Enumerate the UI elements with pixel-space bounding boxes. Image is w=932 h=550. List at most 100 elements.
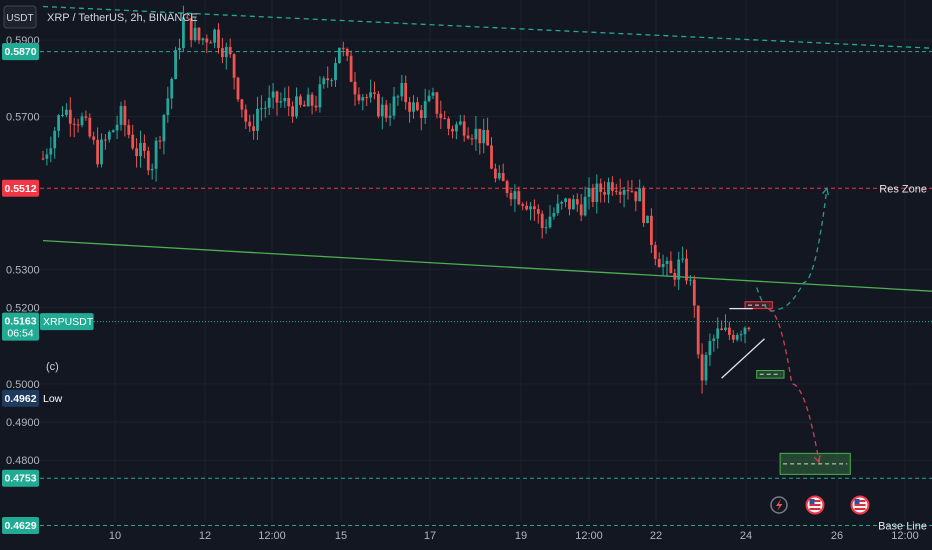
candle-body <box>665 260 669 264</box>
candles <box>41 5 751 394</box>
y-tick-label: 0.5300 <box>6 264 40 276</box>
candle-body <box>536 209 540 214</box>
candle-body <box>517 191 521 205</box>
candle-body <box>708 340 712 355</box>
candle-body <box>521 204 525 206</box>
candle-body <box>451 128 454 132</box>
candle-body <box>696 305 700 355</box>
candle-body <box>400 82 404 97</box>
candle-body <box>735 335 739 340</box>
price-badge: 0.4629 <box>4 520 36 532</box>
price-badge: 0.4962 <box>4 393 36 405</box>
candle-body <box>548 216 552 228</box>
candle-body <box>232 54 236 78</box>
candle-body <box>201 38 205 41</box>
candle-body <box>490 145 493 169</box>
candle-body <box>154 140 158 169</box>
candle-body <box>310 94 314 106</box>
trend-line <box>42 239 932 292</box>
candle-body <box>427 95 431 102</box>
candle-body <box>256 108 259 131</box>
candle-body <box>384 104 388 118</box>
projection-path <box>768 308 820 463</box>
candle-body <box>330 80 333 82</box>
candle-body <box>657 258 661 268</box>
candle-body <box>92 136 96 140</box>
currency-badge-box[interactable] <box>3 5 37 29</box>
candle-body <box>166 98 170 115</box>
candle-body <box>302 104 306 107</box>
us-flag-icon[interactable] <box>805 495 825 515</box>
candle-body <box>193 27 197 41</box>
candle-body <box>724 327 727 330</box>
price-axis[interactable]: 0.59000.57000.53000.52000.50000.49000.48… <box>6 35 40 467</box>
candle-body <box>248 121 252 127</box>
candle-body <box>236 77 240 100</box>
candle-body <box>439 113 443 119</box>
currency-badge[interactable]: USDT <box>6 13 33 24</box>
candle-body <box>49 148 53 155</box>
candle-body <box>380 104 384 117</box>
candle-body <box>209 42 213 44</box>
candle-body <box>505 181 509 193</box>
candle-body <box>252 126 255 131</box>
projection-path <box>756 188 828 312</box>
x-tick-label: 10 <box>109 530 121 542</box>
candle-body <box>404 82 408 103</box>
trend-line <box>42 5 932 49</box>
candle-body <box>65 109 68 115</box>
candle-body <box>743 327 747 335</box>
candle-body <box>365 97 369 99</box>
level-label: Res Zone <box>879 183 927 195</box>
candle-body <box>80 116 84 126</box>
candle-body <box>591 187 595 202</box>
level-label: Base Line <box>878 521 927 533</box>
candle-body <box>182 17 185 49</box>
candle-body <box>197 27 201 41</box>
candle-body <box>392 96 396 116</box>
candle-body <box>314 105 318 108</box>
candle-body <box>41 158 45 160</box>
candle-body <box>423 101 427 119</box>
candle-body <box>353 81 357 95</box>
candle-body <box>618 191 622 195</box>
candle-body <box>139 142 142 157</box>
candle-body <box>127 125 131 135</box>
candle-body <box>84 116 88 118</box>
candle-body <box>240 99 244 110</box>
candle-body <box>560 201 564 204</box>
candle-body <box>369 92 372 98</box>
candle-body <box>564 198 567 202</box>
candle-body <box>419 110 423 119</box>
candle-body <box>357 94 361 101</box>
candle-body <box>306 94 310 107</box>
candle-body <box>692 279 696 306</box>
candle-body <box>115 124 119 131</box>
candle-body <box>497 173 501 179</box>
candle-body <box>470 138 474 140</box>
candle-body <box>279 101 283 103</box>
candle-body <box>45 154 49 159</box>
candle-body <box>739 334 743 336</box>
candle-body <box>494 168 497 179</box>
candle-body <box>119 106 123 125</box>
candle-body <box>583 196 587 216</box>
lightning-icon[interactable] <box>770 496 788 514</box>
candle-body <box>123 106 127 126</box>
candle-body <box>607 182 610 195</box>
candle-body <box>614 190 618 192</box>
candle-body <box>345 48 349 56</box>
y-tick-label: 0.5700 <box>6 111 40 123</box>
candle-body <box>712 338 716 341</box>
time-axis[interactable]: 10 12 12:00 15 17 19 12:00 22 24 26 12:00 <box>109 530 919 542</box>
us-flag-icon[interactable] <box>850 495 870 515</box>
candle-body <box>185 17 189 19</box>
candle-body <box>373 92 376 94</box>
candle-body <box>349 55 353 82</box>
candle-body <box>388 115 392 118</box>
candle-body <box>716 328 720 339</box>
candle-body <box>685 258 688 281</box>
candle-body <box>634 191 638 202</box>
price-badge-tag-box <box>40 389 67 407</box>
